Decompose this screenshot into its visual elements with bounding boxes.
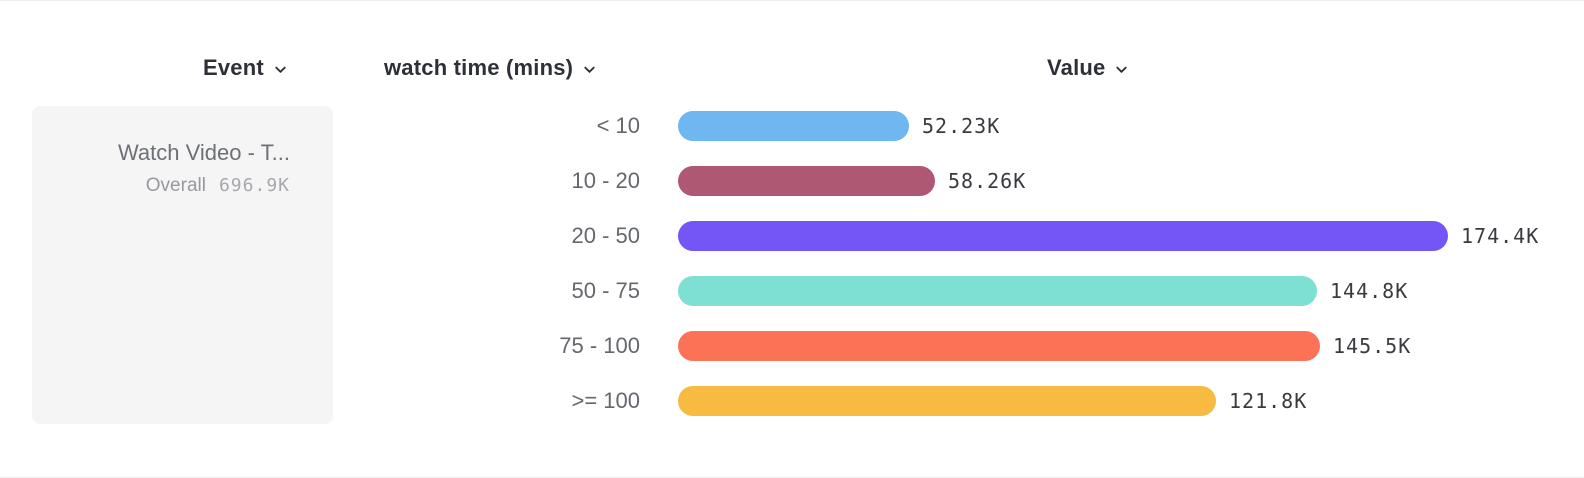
bar-category-label: < 10	[596, 113, 640, 138]
chevron-down-icon	[275, 66, 286, 73]
bar-value-label: 121.8K	[1229, 389, 1308, 413]
bar-value-label: 145.5K	[1333, 334, 1412, 358]
bar-row: 10 - 20 58.26K	[0, 166, 1584, 196]
bar-row: 75 - 100 145.5K	[0, 331, 1584, 361]
bar[interactable]	[678, 331, 1320, 361]
event-title: Watch Video - T...	[117, 140, 290, 165]
chevron-down-icon	[1116, 66, 1128, 73]
column-header-event[interactable]: Event	[203, 55, 288, 81]
column-header-watch-time[interactable]: watch time (mins)	[384, 55, 597, 81]
bar[interactable]	[678, 221, 1448, 251]
bar[interactable]	[678, 276, 1317, 306]
column-header-value[interactable]: Value	[1047, 55, 1129, 81]
event-overall-label: Overall	[145, 175, 206, 196]
event-card[interactable]: Watch Video - T... Overall 696.9K	[32, 106, 333, 424]
bar-chart: < 10 52.23K 10 - 20 58.26K 20 - 50 174.4…	[0, 111, 1584, 416]
bar-category-label: 75 - 100	[559, 333, 640, 358]
column-header-value-label: Value	[1047, 55, 1106, 80]
bar-category-label: 10 - 20	[571, 168, 641, 193]
bar-row: < 10 52.23K	[0, 111, 1584, 141]
bar-value-label: 174.4K	[1461, 224, 1540, 248]
bar[interactable]	[678, 386, 1216, 416]
bar-row: 20 - 50 174.4K	[0, 221, 1584, 251]
bar-value-label: 58.26K	[948, 169, 1027, 193]
bar-value-label: 144.8K	[1330, 279, 1409, 303]
column-header-event-label: Event	[203, 55, 264, 80]
bar[interactable]	[678, 111, 909, 141]
bar[interactable]	[678, 166, 935, 196]
bar-row: 50 - 75 144.8K	[0, 276, 1584, 306]
bar-category-label: >= 100	[571, 388, 640, 413]
bar-category-label: 20 - 50	[571, 223, 641, 248]
bar-value-label: 52.23K	[922, 114, 1001, 138]
event-overall: Overall 696.9K	[52, 175, 290, 197]
event-overall-value: 696.9K	[218, 175, 290, 196]
column-header-watch-time-label: watch time (mins)	[384, 55, 574, 80]
chevron-down-icon	[584, 66, 595, 73]
bar-category-label: 50 - 75	[571, 278, 641, 303]
bar-row: >= 100 121.8K	[0, 386, 1584, 416]
